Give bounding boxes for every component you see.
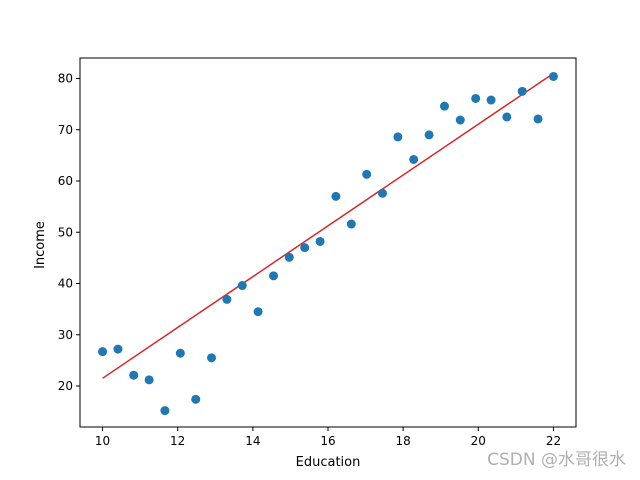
y-tick-label: 30 bbox=[58, 328, 73, 342]
data-point bbox=[315, 236, 325, 246]
x-tick-label: 16 bbox=[320, 434, 335, 448]
y-tick-label: 70 bbox=[58, 123, 73, 137]
x-tick-label: 14 bbox=[245, 434, 260, 448]
data-point bbox=[113, 344, 123, 354]
data-point bbox=[129, 370, 139, 380]
data-point bbox=[362, 169, 372, 179]
data-point bbox=[237, 281, 247, 291]
x-tick-label: 20 bbox=[471, 434, 486, 448]
data-point bbox=[346, 219, 356, 229]
data-point bbox=[269, 271, 279, 281]
data-point bbox=[175, 348, 185, 358]
x-axis-label: Education bbox=[296, 455, 361, 470]
data-point bbox=[533, 114, 543, 124]
data-point bbox=[471, 93, 481, 103]
data-point bbox=[424, 130, 434, 140]
data-point bbox=[486, 95, 496, 105]
data-point bbox=[517, 86, 527, 96]
watermark: CSDN @水哥很水 bbox=[487, 450, 626, 470]
data-point bbox=[207, 353, 217, 363]
data-point bbox=[284, 252, 294, 262]
x-tick-label: 12 bbox=[170, 434, 185, 448]
data-point bbox=[393, 132, 403, 142]
data-point bbox=[253, 307, 263, 317]
fit-line bbox=[102, 72, 554, 379]
data-point bbox=[455, 115, 465, 125]
data-point bbox=[191, 394, 201, 404]
data-point bbox=[409, 154, 419, 164]
axes-frame bbox=[79, 57, 577, 428]
data-point bbox=[300, 243, 310, 253]
fit-line-layer bbox=[102, 72, 554, 379]
data-point bbox=[98, 347, 108, 357]
x-tick-label: 10 bbox=[95, 434, 110, 448]
data-point bbox=[377, 188, 387, 198]
data-point bbox=[331, 191, 341, 201]
points-layer bbox=[98, 71, 558, 416]
y-axis-label: Income bbox=[33, 221, 48, 269]
y-tick-label: 50 bbox=[58, 225, 73, 239]
axes: 10 12 14 16 18 20 22 20 30 40 50 60 70 80 bbox=[58, 57, 577, 448]
data-point bbox=[144, 375, 154, 385]
y-tick-label: 20 bbox=[58, 379, 73, 393]
data-point bbox=[222, 294, 232, 304]
y-tick-label: 60 bbox=[58, 174, 73, 188]
x-tick-label: 18 bbox=[396, 434, 411, 448]
data-point bbox=[502, 112, 512, 122]
data-point bbox=[160, 406, 170, 416]
data-point bbox=[439, 101, 449, 111]
y-tick-label: 40 bbox=[58, 277, 73, 291]
data-point bbox=[548, 71, 558, 81]
y-tick-label: 80 bbox=[58, 72, 73, 86]
x-tick-label: 22 bbox=[546, 434, 561, 448]
